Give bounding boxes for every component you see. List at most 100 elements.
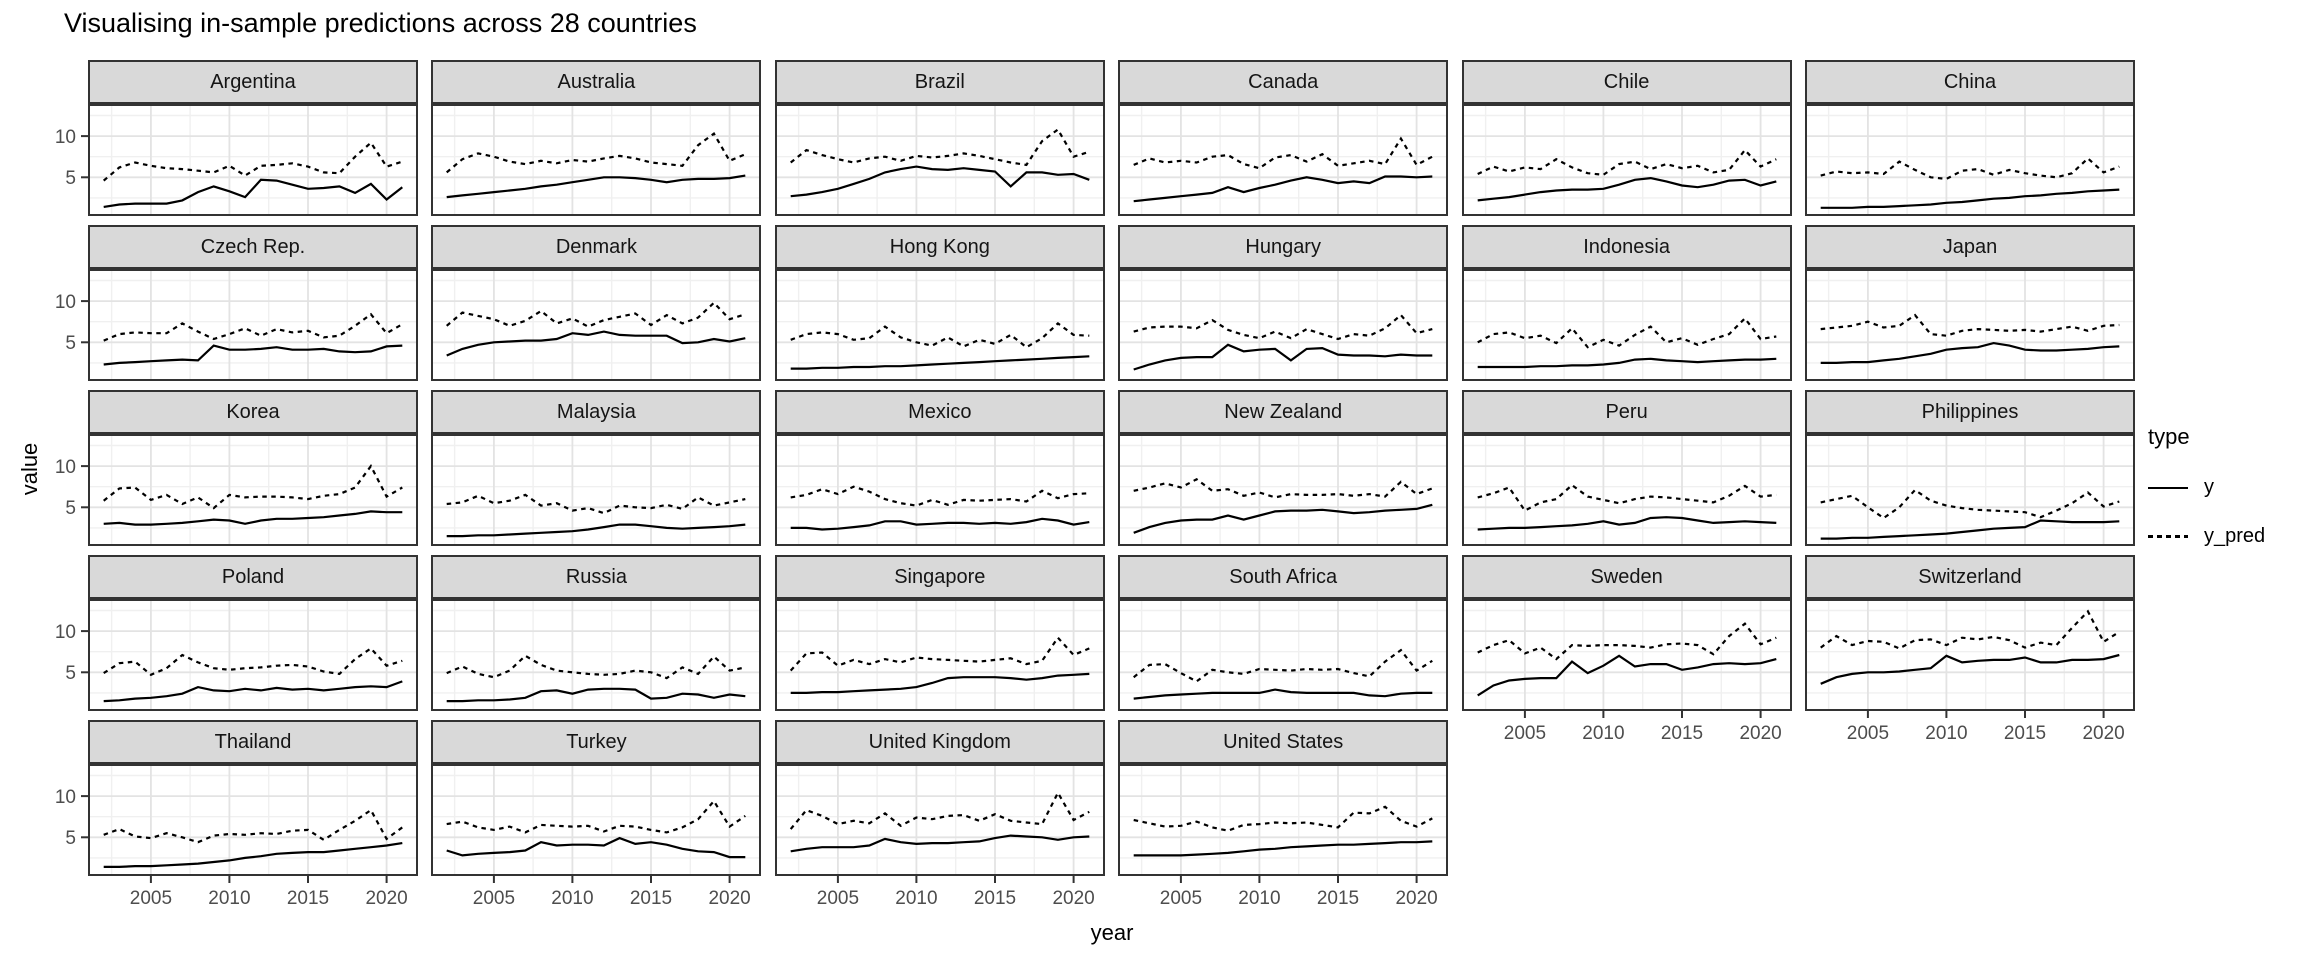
y-line — [790, 672, 1090, 695]
facet-title: Malaysia — [556, 400, 636, 423]
facet-philippines: Philippines — [1805, 390, 2135, 546]
y-tick-label: 5 — [65, 333, 76, 354]
y-line — [790, 834, 1090, 853]
y-tick-label: 5 — [65, 663, 76, 684]
facet-title: Hungary — [1245, 235, 1321, 258]
y-tick-label: 10 — [55, 292, 76, 313]
facet-strip: Malaysia — [431, 390, 762, 434]
y-pred-line — [790, 321, 1090, 349]
facet-strip: Russia — [431, 555, 762, 599]
facet-canada: Canada — [1118, 60, 1449, 216]
y-pred-line — [790, 485, 1090, 507]
y-line — [1133, 503, 1433, 534]
facet-panel — [1461, 269, 1792, 381]
x-axis-title: year — [1090, 920, 1134, 945]
facet-denmark: Denmark — [431, 225, 762, 381]
x-tick-label: 2010 — [1925, 723, 1967, 744]
y-line — [790, 355, 1090, 370]
y-line — [103, 344, 403, 366]
y-pred-line — [103, 808, 403, 844]
facet-strip: Australia — [431, 60, 762, 104]
y-line — [1133, 343, 1433, 371]
facet-czech-rep: Czech Rep. 5 10 — [55, 225, 418, 381]
y-pred-line — [1820, 156, 2120, 181]
facet-title: China — [1943, 70, 1997, 93]
x-tick-label: 2010 — [895, 888, 937, 909]
y-line — [1133, 175, 1433, 203]
facet-strip: New Zealand — [1118, 390, 1449, 434]
facet-panel — [1805, 269, 2135, 381]
facet-strip: China — [1805, 60, 2135, 104]
facet-panel — [431, 434, 762, 546]
facet-title: Indonesia — [1583, 235, 1670, 258]
y-line — [447, 523, 746, 538]
facet-panel: 5 10 2005 2010 2015 2020 — [55, 764, 418, 909]
facet-title: Poland — [221, 565, 285, 588]
y-pred-line — [446, 799, 747, 834]
y-line — [1820, 519, 2120, 540]
y-pred-line — [1133, 805, 1433, 832]
facet-strip: Canada — [1118, 60, 1449, 104]
y-line — [103, 510, 403, 526]
y-pred-line — [1477, 483, 1777, 513]
facet-title: United Kingdom — [868, 730, 1011, 753]
facet-sweden: Sweden 2005 2010 2015 2020 — [1461, 555, 1792, 744]
y-pred-line — [103, 464, 403, 510]
facet-title: Peru — [1605, 400, 1648, 423]
y-line — [1820, 341, 2120, 365]
x-tick-label: 2010 — [552, 888, 594, 909]
facet-title: Denmark — [555, 235, 637, 258]
y-line — [1476, 654, 1777, 697]
legend-title: type — [2148, 424, 2190, 449]
facet-strip: United Kingdom — [774, 720, 1105, 764]
facet-strip: Argentina — [88, 60, 418, 104]
x-tick-label: 2015 — [630, 888, 672, 909]
facet-panel: 2005 2010 2015 2020 — [774, 764, 1105, 909]
y-tick-label: 10 — [55, 622, 76, 643]
facet-panel: 2005 2010 2015 2020 — [1118, 764, 1449, 909]
facet-hong-kong: Hong Kong — [774, 225, 1105, 381]
facet-thailand: Thailand 5 10 2005 2010 2015 2020 — [55, 720, 418, 909]
facet-strip: Poland — [88, 555, 418, 599]
facet-strip: Brazil — [774, 60, 1105, 104]
x-tick-label: 2015 — [974, 888, 1016, 909]
legend-label-y-pred: y_pred — [2204, 525, 2266, 547]
y-pred-line — [446, 654, 746, 680]
y-pred-line — [1476, 316, 1777, 349]
facet-title: Singapore — [894, 565, 986, 588]
x-tick-label: 2015 — [287, 888, 329, 909]
facet-strip: Singapore — [774, 555, 1105, 599]
facet-title: Mexico — [908, 400, 972, 423]
y-line — [790, 517, 1090, 531]
facet-panel: 5 10 — [55, 434, 418, 546]
x-tick-label: 2020 — [1396, 888, 1438, 909]
x-tick-label: 2015 — [1660, 723, 1702, 744]
y-pred-line — [1133, 648, 1434, 683]
y-line — [1477, 516, 1776, 531]
facet-strip: Thailand — [88, 720, 418, 764]
facet-strip: Japan — [1805, 225, 2135, 269]
facet-strip: Korea — [88, 390, 418, 434]
facet-title: Sweden — [1590, 565, 1663, 588]
x-tick-label: 2020 — [709, 888, 751, 909]
facet-title: Canada — [1248, 70, 1319, 93]
y-tick-label: 5 — [65, 828, 76, 849]
facet-title: Brazil — [914, 70, 965, 93]
y-line — [446, 330, 746, 357]
facet-strip: Czech Rep. — [88, 225, 418, 269]
facet-title: Turkey — [566, 730, 627, 753]
solid-line-swatch — [2148, 486, 2188, 489]
facet-title: New Zealand — [1224, 400, 1343, 423]
facet-hungary: Hungary — [1118, 225, 1449, 381]
x-tick-label: 2020 — [365, 888, 407, 909]
facet-panel — [1118, 434, 1449, 546]
y-pred-line — [102, 141, 403, 182]
facet-strip: Chile — [1461, 60, 1792, 104]
y-line — [1133, 688, 1433, 700]
facet-title: Hong Kong — [889, 235, 990, 258]
facet-panel: 5 10 — [55, 599, 418, 711]
x-tick-label: 2010 — [1238, 888, 1280, 909]
facet-panel — [431, 269, 762, 381]
y-line — [1477, 176, 1777, 202]
facet-mexico: Mexico — [774, 390, 1105, 546]
